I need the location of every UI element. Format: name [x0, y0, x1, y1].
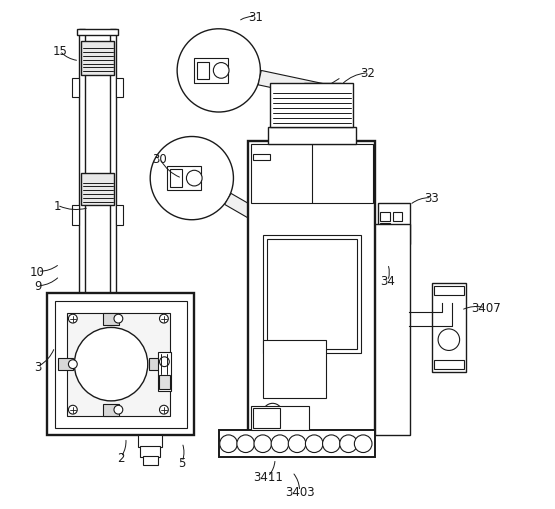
- Circle shape: [305, 435, 323, 453]
- Bar: [158, 352, 171, 391]
- Circle shape: [263, 404, 282, 423]
- Circle shape: [322, 435, 340, 453]
- Circle shape: [114, 315, 123, 323]
- Bar: [434, 360, 463, 370]
- Circle shape: [159, 406, 168, 414]
- Bar: [168, 166, 201, 191]
- Circle shape: [74, 328, 148, 401]
- Circle shape: [68, 360, 77, 369]
- Bar: [268, 127, 356, 145]
- Bar: [170, 170, 182, 187]
- Circle shape: [186, 171, 202, 187]
- Text: 34: 34: [380, 275, 395, 288]
- Bar: [77, 30, 118, 36]
- Bar: [140, 446, 160, 457]
- Bar: [253, 408, 280, 428]
- Bar: [103, 404, 119, 416]
- Circle shape: [159, 315, 168, 323]
- Text: 9: 9: [34, 280, 41, 293]
- Bar: [67, 313, 170, 416]
- Bar: [194, 59, 228, 83]
- Bar: [149, 358, 164, 371]
- Bar: [432, 284, 466, 372]
- Bar: [378, 203, 410, 245]
- Text: 2: 2: [117, 451, 124, 464]
- Bar: [79, 30, 85, 362]
- Bar: [250, 406, 309, 431]
- Bar: [310, 87, 325, 101]
- Circle shape: [237, 435, 255, 453]
- Circle shape: [393, 226, 402, 235]
- Text: 33: 33: [425, 192, 439, 205]
- Bar: [263, 340, 326, 399]
- Text: 3411: 3411: [253, 470, 282, 484]
- Bar: [380, 224, 390, 234]
- Text: 3: 3: [34, 360, 41, 374]
- Text: 30: 30: [153, 153, 168, 166]
- Bar: [250, 145, 373, 203]
- Text: 10: 10: [30, 265, 45, 278]
- Circle shape: [150, 137, 234, 220]
- Circle shape: [159, 357, 169, 367]
- Bar: [196, 63, 209, 80]
- Text: 32: 32: [361, 67, 376, 80]
- Bar: [219, 431, 375, 457]
- Bar: [80, 174, 114, 206]
- Circle shape: [68, 406, 77, 414]
- Bar: [72, 206, 79, 225]
- Bar: [159, 375, 170, 389]
- Bar: [47, 294, 194, 435]
- Polygon shape: [225, 194, 274, 230]
- Text: 3407: 3407: [471, 302, 501, 315]
- Bar: [380, 212, 390, 222]
- Bar: [116, 78, 123, 98]
- Circle shape: [177, 30, 260, 113]
- Bar: [248, 142, 375, 435]
- Bar: [253, 155, 270, 160]
- Circle shape: [354, 435, 372, 453]
- Bar: [72, 78, 79, 98]
- Bar: [138, 435, 163, 447]
- Circle shape: [340, 435, 357, 453]
- Circle shape: [114, 406, 123, 414]
- Bar: [80, 42, 114, 76]
- Text: 15: 15: [52, 45, 67, 58]
- Bar: [434, 286, 463, 295]
- Circle shape: [213, 64, 229, 79]
- Bar: [143, 456, 158, 465]
- Text: 3403: 3403: [285, 485, 314, 498]
- Polygon shape: [258, 71, 324, 99]
- Circle shape: [271, 435, 289, 453]
- Text: 31: 31: [248, 11, 263, 24]
- Circle shape: [159, 360, 168, 369]
- Circle shape: [254, 435, 271, 453]
- Bar: [116, 206, 123, 225]
- Bar: [375, 224, 410, 435]
- Text: 5: 5: [178, 456, 186, 469]
- Bar: [270, 83, 354, 127]
- Text: 1: 1: [53, 199, 61, 212]
- Bar: [392, 212, 402, 222]
- Circle shape: [288, 435, 306, 453]
- Bar: [263, 236, 361, 353]
- Bar: [103, 313, 119, 325]
- Bar: [260, 220, 273, 233]
- Bar: [305, 83, 341, 132]
- Bar: [110, 30, 116, 362]
- Bar: [267, 240, 357, 349]
- Bar: [58, 358, 73, 371]
- Circle shape: [68, 315, 77, 323]
- Bar: [55, 301, 187, 428]
- Circle shape: [438, 329, 460, 351]
- Circle shape: [220, 435, 238, 453]
